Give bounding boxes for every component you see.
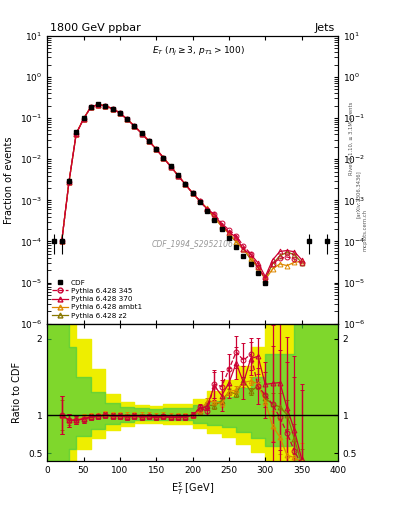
Text: [arXiv:1306.3436]: [arXiv:1306.3436] bbox=[356, 170, 361, 219]
Y-axis label: Ratio to CDF: Ratio to CDF bbox=[12, 361, 22, 423]
Y-axis label: Fraction of events: Fraction of events bbox=[4, 136, 14, 224]
Text: $E_T$ ($n_j \geq 3$, $p_{T1}>100$): $E_T$ ($n_j \geq 3$, $p_{T1}>100$) bbox=[152, 45, 245, 57]
Text: 1800 GeV ppbar: 1800 GeV ppbar bbox=[50, 23, 141, 33]
Legend: CDF, Pythia 6.428 345, Pythia 6.428 370, Pythia 6.428 ambt1, Pythia 6.428 z2: CDF, Pythia 6.428 345, Pythia 6.428 370,… bbox=[51, 278, 143, 320]
Text: mcplots.cern.ch: mcplots.cern.ch bbox=[362, 209, 367, 251]
Text: Rivet 3.1.10, ≥ 3.1M events: Rivet 3.1.10, ≥ 3.1M events bbox=[349, 101, 354, 175]
Text: Jets: Jets bbox=[315, 23, 335, 33]
Text: CDF_1994_S2952106: CDF_1994_S2952106 bbox=[152, 239, 233, 248]
X-axis label: E$_T^\Sigma$ [GeV]: E$_T^\Sigma$ [GeV] bbox=[171, 480, 214, 497]
